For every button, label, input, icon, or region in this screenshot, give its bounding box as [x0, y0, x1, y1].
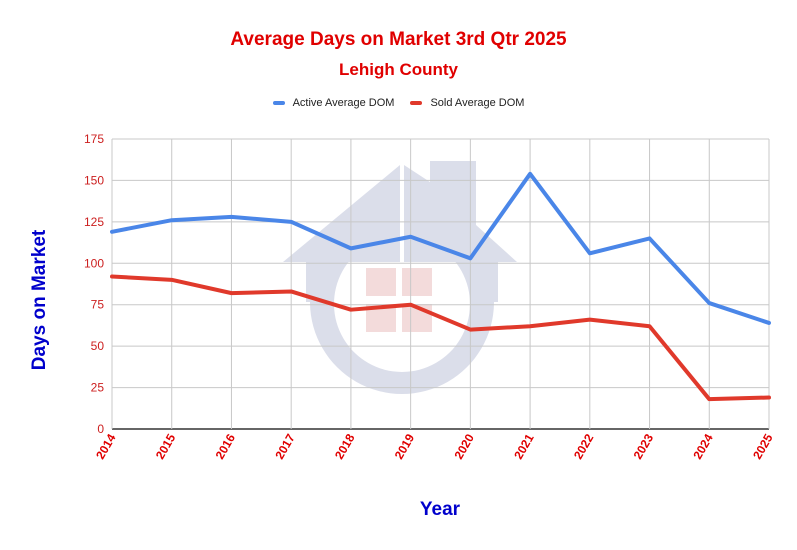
x-axis-title: Year [419, 499, 461, 520]
chart-title: Average Days on Market 3rd Qtr 2025 [230, 29, 567, 50]
sold-dom-line [110, 274, 771, 402]
x-tick-label: 2017 [272, 431, 298, 461]
chart-subtitle: Lehigh County [339, 60, 458, 79]
legend: Active Average DOM Sold Average DOM [0, 97, 797, 109]
x-tick-label: 2022 [571, 431, 597, 461]
x-tick-label: 2015 [153, 431, 179, 461]
legend-label-active: Active Average DOM [292, 97, 395, 109]
y-tick-label: 0 [97, 422, 104, 436]
legend-swatch-sold [410, 101, 423, 105]
x-tick-label: 2021 [511, 431, 537, 461]
legend-item-sold: Sold Average DOM [410, 97, 524, 109]
y-tick-label: 100 [84, 256, 104, 270]
active-dom-line [110, 171, 771, 325]
y-tick-label: 175 [84, 132, 104, 146]
gridlines [111, 138, 770, 430]
y-tick-label: 150 [84, 173, 104, 187]
x-tick-label: 2019 [392, 431, 418, 461]
x-tick-label: 2018 [332, 431, 358, 461]
legend-item-active: Active Average DOM [272, 97, 395, 109]
data-lines [110, 171, 771, 402]
y-tick-label: 50 [91, 339, 105, 353]
y-tick-label: 125 [84, 215, 104, 229]
y-tick-label: 25 [91, 381, 105, 395]
x-tick-label: 2025 [750, 431, 776, 461]
x-tick-label: 2023 [631, 431, 657, 461]
legend-swatch-active [272, 101, 285, 105]
legend-label-sold: Sold Average DOM [430, 97, 525, 109]
x-tick-label: 2020 [451, 431, 477, 461]
house-logo-watermark-icon [283, 161, 517, 394]
y-axis-ticks: 0 25 50 75 100 125 150 175 [84, 132, 104, 436]
x-tick-label: 2024 [690, 431, 716, 461]
y-tick-label: 75 [91, 298, 105, 312]
x-axis-ticks: 2014 2015 2016 2017 2018 2019 2020 2021 2022 2023… [93, 431, 776, 461]
x-tick-label: 2016 [213, 431, 239, 461]
